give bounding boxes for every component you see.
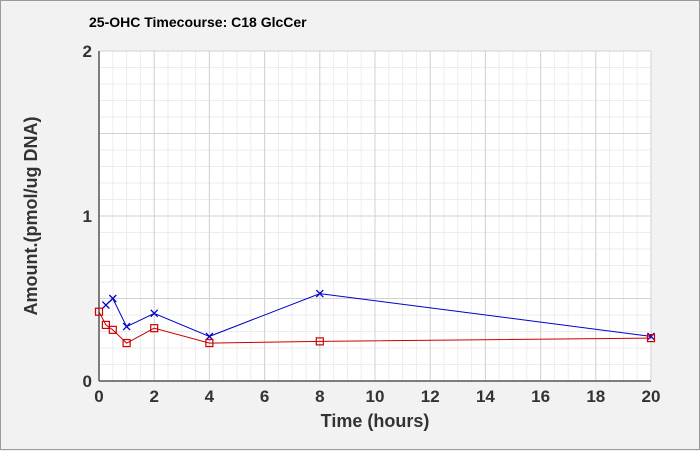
data-point [315,289,324,298]
x-tick-label: 8 [315,387,324,406]
data-point [108,294,117,303]
series-2 [94,307,656,348]
data-point [122,338,131,348]
grid [98,50,652,382]
x-tick-label: 10 [366,387,385,406]
y-tick-label: 0 [83,372,92,391]
data-point [205,338,214,348]
x-tick-label: 16 [531,387,550,406]
data-point [315,337,324,346]
y-tick-labels: 0 1 2 [83,42,92,391]
x-tick-label: 20 [642,387,661,406]
series-line [98,311,652,344]
data-point [150,324,159,333]
data-point [150,309,159,318]
y-axis-title: Amount.(pmol/ug DNA) [21,117,41,316]
x-tick-label: 6 [260,387,269,406]
axes [98,51,651,382]
chart-title: 25-OHC Timecourse: C18 GlcCer [89,14,307,30]
data-point [101,320,111,329]
series-1 [101,289,655,341]
x-tick-label: 14 [476,387,495,406]
x-tick-labels: 0 2 4 6 8 10 12 14 16 18 20 [94,387,660,406]
y-tick-label: 1 [83,207,92,226]
data-point [101,301,110,310]
series-layer [94,289,656,348]
x-tick-label: 12 [421,387,440,406]
data-point [108,325,117,334]
data-point [94,307,104,316]
y-tick-label: 2 [83,42,92,61]
x-tick-label: 4 [205,387,215,406]
data-point [646,334,656,343]
data-point [122,322,131,331]
x-tick-label: 2 [149,387,158,406]
x-axis-title: Time (hours) [321,411,430,431]
x-tick-label: 18 [586,387,605,406]
data-point [205,332,214,341]
x-tick-label: 0 [94,387,103,406]
